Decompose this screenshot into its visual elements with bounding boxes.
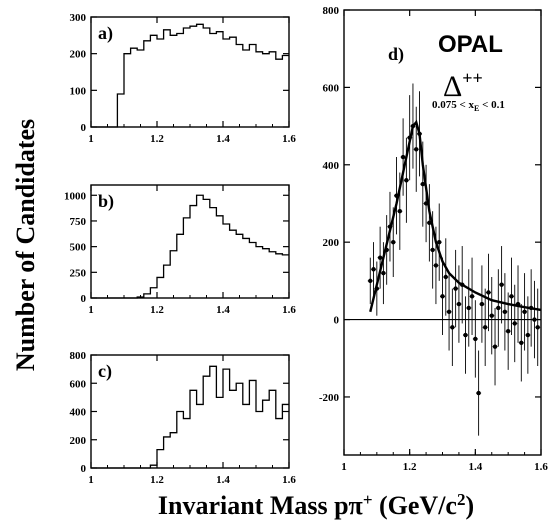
panel-d-data-point (414, 147, 419, 152)
panel-a: 1 1.2 1.4 1.6 0 100 200 300 a) (70, 12, 297, 145)
panel-d-data-point (377, 255, 383, 260)
panel-d-data-point (433, 263, 439, 268)
x-axis-label: Invariant Mass pπ+ (GeV/c2) (158, 490, 474, 520)
panel-b-ytick-label: 500 (70, 242, 87, 254)
panel-a-xtick-label: 1 (88, 133, 94, 145)
panel-d-data-point (450, 325, 455, 330)
panel-d-data-point (469, 294, 475, 299)
panel-a-xtick-label: 1.2 (150, 133, 164, 145)
panel-d-xtick-label: 1.2 (403, 461, 417, 473)
cut-label: 0.075 < xE < 0.1 (432, 99, 505, 113)
panel-b-frame (90, 184, 290, 299)
panel-d-data-point (443, 274, 448, 280)
panel-d-data-point (535, 325, 540, 330)
panel-d-data-point (519, 340, 524, 345)
panel-d-data-point (456, 301, 462, 307)
panel-a-ytick-label: 100 (70, 85, 87, 97)
panel-d-data-point (496, 305, 501, 311)
panel-b-xtick-label: 1 (88, 304, 94, 316)
panel-d-fit-curve (369, 119, 542, 313)
panel-d-data-point (479, 301, 485, 307)
experiment-label: OPAL (438, 31, 503, 58)
panel-b-ytick-label: 250 (70, 267, 87, 279)
panel-d-ytick-label: 200 (323, 237, 340, 249)
panel-d-xtick-label: 1.6 (534, 461, 548, 473)
panel-d-ytick-label: -200 (319, 392, 340, 404)
panel-d-data-point (509, 294, 514, 299)
panel-d-data-point (420, 181, 425, 187)
panel-d-data-point (368, 278, 373, 284)
panel-d-data-point (489, 313, 494, 318)
panel-d-data-point (400, 154, 406, 160)
panel-d-data-point (397, 209, 403, 214)
panel-d-data-point (446, 309, 452, 315)
panel-d-data-point (440, 294, 445, 299)
panel-c-xtick-label: 1.2 (150, 474, 164, 486)
panel-c-ytick-label: 400 (70, 407, 87, 419)
panel-b-ytick-label: 1000 (64, 190, 87, 202)
panel-d-data-point (371, 267, 376, 272)
panel-d-xtick-label: 1 (341, 461, 347, 473)
panel-d-data-point (522, 309, 527, 315)
panel-d-ytick-label: 600 (323, 82, 340, 94)
panel-c-label: c) (98, 361, 112, 382)
panel-d-data-point (404, 178, 409, 183)
panel-d-data-point (391, 239, 396, 245)
panel-d-ytick-label: 400 (323, 160, 340, 172)
panel-a-histogram-line (91, 23, 289, 128)
panel-d-data-point (476, 390, 481, 396)
panel-b-xtick-label: 1.4 (216, 304, 230, 316)
panel-c-ytick-label: 0 (81, 463, 87, 475)
panel-d-data-point (525, 332, 531, 338)
panel-a-ytick-label: 0 (81, 122, 87, 134)
panel-d-data-point (463, 332, 468, 338)
panel-b-ytick-label: 750 (70, 216, 87, 228)
panel-c-xtick-label: 1.4 (216, 474, 230, 486)
panel-d-ytick-label: 800 (323, 5, 340, 17)
particle-label: Δ++ (443, 68, 483, 103)
panel-d-data-point (430, 247, 435, 253)
panel-c-ytick-label: 200 (70, 435, 87, 447)
panel-a-ytick-label: 200 (70, 49, 87, 61)
panel-b: 1 1.2 1.4 1.6 0 250 500 750 1000 b) (64, 184, 296, 316)
panel-c-xtick-label: 1 (88, 474, 94, 486)
panel-d-data-point (466, 305, 471, 311)
panel-d-xtick-label: 1.4 (468, 461, 482, 473)
panel-d: 1 1.2 1.4 1.6 -200 0 200 400 600 800 d) (319, 5, 549, 473)
panel-d-ytick-label: 0 (334, 315, 340, 327)
panel-a-frame (90, 16, 290, 128)
panel-d-data-point (486, 290, 491, 295)
panel-b-xtick-label: 1.2 (150, 304, 164, 316)
panel-d-data-point (499, 282, 504, 287)
panel-b-histogram-line (91, 194, 289, 299)
panel-c-ytick-label: 600 (70, 378, 87, 390)
panel-a-xtick-label: 1.4 (216, 133, 230, 145)
panel-b-ytick-label: 0 (81, 293, 87, 305)
panel-d-data-point (532, 317, 537, 322)
panel-c-ytick-label: 800 (70, 350, 87, 362)
panel-a-ytick-label: 300 (70, 12, 87, 24)
panel-d-data-point (381, 270, 386, 276)
panel-d-data-point (512, 321, 517, 326)
panel-d-label: d) (388, 44, 404, 65)
panel-c-xtick-label: 1.6 (282, 474, 296, 486)
panel-b-xtick-label: 1.6 (282, 304, 296, 316)
panel-d-data-point (482, 325, 488, 330)
panel-d-data-point (473, 336, 478, 342)
panel-b-label: b) (98, 191, 114, 212)
y-axis-label: Number of Candidates (11, 119, 40, 371)
panel-d-data-point (505, 328, 511, 334)
panel-a-xtick-label: 1.6 (282, 133, 296, 145)
panel-c-histogram-line (91, 365, 289, 469)
panel-d-data-point (437, 239, 442, 245)
panel-d-data-point (502, 309, 508, 315)
panel-a-label: a) (98, 23, 113, 44)
panel-d-data-point (492, 344, 498, 349)
panel-d-data-point (453, 286, 458, 291)
panel-c: 1 1.2 1.4 1.6 0 200 400 600 800 c) (70, 350, 297, 486)
